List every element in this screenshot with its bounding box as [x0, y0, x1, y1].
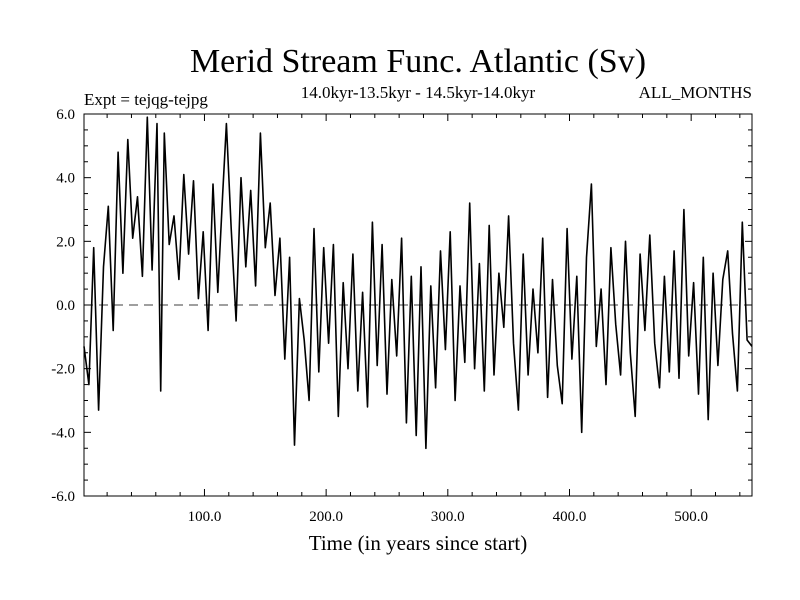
y-tick-label: -2.0 [51, 362, 75, 378]
subtitle-months: ALL_MONTHS [639, 83, 752, 102]
x-axis-label: Time (in years since start) [309, 531, 528, 555]
y-tick-label: 2.0 [56, 234, 75, 250]
subtitle-expt: Expt = tejqg-tejpg [84, 90, 208, 109]
x-tick-label: 100.0 [188, 509, 222, 525]
subtitle-period: 14.0kyr-13.5kyr - 14.5kyr-14.0kyr [301, 83, 536, 102]
y-tick-label: -6.0 [51, 489, 75, 505]
y-tick-label: 0.0 [56, 298, 75, 314]
y-tick-label: 4.0 [56, 171, 75, 187]
series-line [83, 116, 753, 450]
y-tick-label: -4.0 [51, 425, 75, 441]
x-tick-label: 300.0 [431, 509, 465, 525]
x-tick-label: 400.0 [553, 509, 587, 525]
x-tick-label: 500.0 [674, 509, 708, 525]
chart-title: Merid Stream Func. Atlantic (Sv) [190, 43, 646, 80]
x-tick-label: 200.0 [309, 509, 343, 525]
y-tick-label: 6.0 [56, 107, 75, 123]
plot-area: -6.0 -4.0 -2.0 0.0 2.0 4.0 6.0 100.0 200.0 300.0 4… [51, 107, 753, 525]
